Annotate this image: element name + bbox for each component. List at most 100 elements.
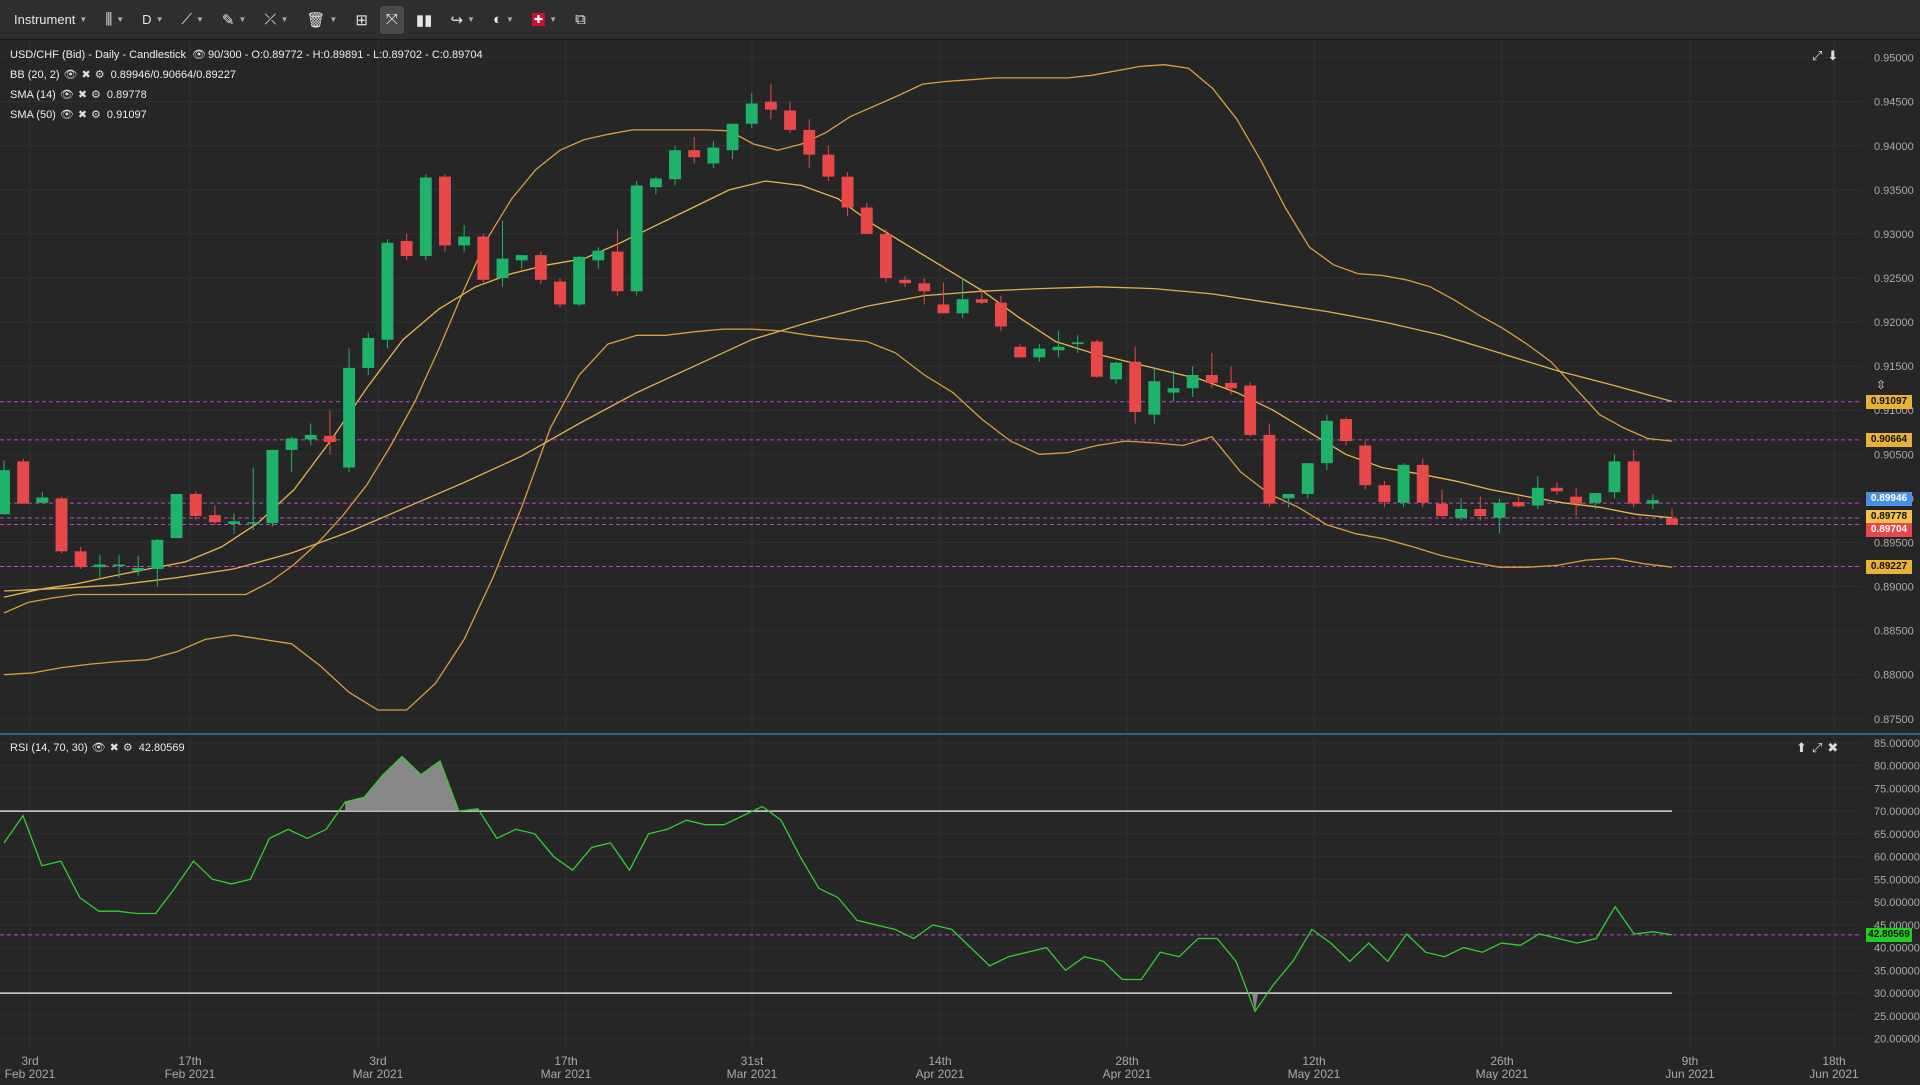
price-axis-tick: 0.88000 — [1874, 670, 1914, 682]
shapes-tool-button[interactable]: ⤫ ▼ — [258, 6, 294, 34]
candle-body — [1014, 346, 1027, 358]
rsi-axis-tick: 65.00000 — [1874, 829, 1920, 841]
candle-body — [918, 283, 931, 292]
fullscreen-button[interactable]: ⤧ — [379, 5, 404, 34]
gear-icon[interactable]: ⚙ — [94, 69, 105, 81]
resize-icon[interactable]: ⤢ — [1811, 740, 1823, 755]
arrow-up-icon[interactable]: ⬆ — [1796, 740, 1807, 755]
candle-body — [1205, 374, 1218, 383]
x-axis-month-label: May 2021 — [1476, 1067, 1529, 1080]
candle-body — [1320, 420, 1333, 464]
close-icon[interactable]: ✖ — [77, 89, 88, 101]
rsi-value-tag: 42.80569 — [1866, 927, 1912, 942]
scroll-to-price-icon[interactable]: ⇳ — [1876, 378, 1887, 392]
eye-icon[interactable]: 👁︎ — [91, 742, 106, 754]
chart-type-button[interactable]: ⫼ ▼ — [99, 6, 130, 34]
rsi-axis-tick: 80.00000 — [1874, 761, 1920, 773]
candle-body — [1052, 346, 1065, 351]
candle-body — [899, 279, 912, 284]
candle-body — [1455, 508, 1468, 518]
sma50-legend-name: SMA (50) — [10, 108, 56, 121]
candle-body — [1167, 388, 1180, 393]
chevron-down-icon: ▼ — [196, 15, 204, 24]
eye-icon[interactable]: 👁︎ — [59, 109, 74, 121]
x-axis-month-label: Mar 2021 — [727, 1067, 778, 1080]
timeframe-button[interactable]: D ▼ — [136, 6, 169, 34]
eye-icon[interactable]: 👁︎ — [59, 89, 74, 101]
instrument-menu-button[interactable]: Instrument ▼ — [8, 6, 93, 34]
close-icon[interactable]: ✖ — [109, 742, 119, 754]
indicators-button[interactable]: ▮▮ — [410, 6, 439, 34]
price-tag-sma50: 0.91097 — [1866, 394, 1912, 409]
close-icon[interactable]: ✖ — [81, 69, 91, 81]
price-tag-close: 0.89704 — [1866, 523, 1912, 538]
candle-body — [496, 258, 509, 279]
candle-body — [74, 551, 87, 568]
candle-body — [1071, 342, 1084, 345]
candle-body — [1301, 463, 1314, 494]
candle-body — [1282, 493, 1295, 499]
rsi-line — [3, 755, 1673, 1013]
candle-body — [1186, 374, 1199, 389]
candle-body — [208, 515, 221, 523]
share-arrow-icon: ↪ — [450, 11, 464, 29]
ohlc-readout: 90/300 - O:0.89772 - H:0.89891 - L:0.897… — [208, 48, 483, 61]
gear-icon[interactable]: ⚙ — [91, 89, 101, 101]
candle-body — [1033, 348, 1046, 358]
eye-icon[interactable]: 👁︎ — [63, 69, 78, 81]
rsi-legend-value: 42.80569 — [138, 741, 185, 754]
gear-icon[interactable]: ⚙ — [122, 742, 133, 754]
chevron-down-icon: ▼ — [549, 15, 558, 24]
candle-body — [1090, 341, 1103, 377]
price-axis-tick: 0.91500 — [1874, 361, 1914, 373]
pencil-tool-button[interactable]: ✎ ▼ — [216, 6, 253, 34]
rsi-overbought-fill — [345, 756, 478, 812]
resize-icon[interactable]: ⤢ — [1812, 48, 1823, 63]
candle-body — [228, 521, 241, 524]
candle-body — [55, 498, 68, 552]
price-tag-bb-upper: 0.89946 — [1866, 492, 1912, 507]
theme-button[interactable]: ◐ ▼ — [487, 6, 520, 34]
eye-icon[interactable]: 👁︎ — [192, 49, 206, 61]
x-axis-month-label: Mar 2021 — [353, 1067, 404, 1080]
x-axis-month-label: Mar 2021 — [541, 1067, 592, 1080]
gear-icon[interactable]: ⚙ — [91, 109, 101, 121]
rsi-axis-tick: 40.00000 — [1874, 943, 1920, 955]
layout-button[interactable]: ⊞ — [349, 6, 374, 34]
close-icon[interactable]: ✖ — [77, 109, 88, 121]
candle-body — [573, 256, 586, 305]
x-axis-month-label: Apr 2021 — [1103, 1067, 1152, 1080]
candle-body — [1263, 434, 1276, 504]
sma50-line — [3, 286, 1673, 592]
arrow-down-icon[interactable]: ⬇ — [1827, 48, 1839, 63]
chart-area[interactable]: 3rd Feb 2021 17th Feb 2021 3rd Mar 2021 17th Ma… — [0, 40, 1920, 1081]
language-button[interactable]: ✚ ▼ — [526, 6, 563, 34]
x-axis-month-label: Jun 2021 — [1665, 1067, 1715, 1080]
candle-body — [707, 147, 720, 164]
candle-body — [937, 304, 950, 314]
price-tag-bb-lower: 0.89227 — [1866, 559, 1912, 574]
popout-window-icon: ⧉ — [575, 11, 586, 28]
candle-body — [1570, 496, 1583, 504]
candle-body — [995, 302, 1007, 327]
price-axis-tick: 0.93000 — [1874, 229, 1914, 241]
candle-body — [669, 150, 681, 180]
price-axis-tick: 0.92500 — [1874, 273, 1914, 285]
sma14-legend-name: SMA (14) — [10, 88, 56, 101]
close-icon[interactable]: ✖ — [1827, 740, 1839, 755]
delete-tool-button[interactable]: 🗑︎ ▼ — [300, 6, 343, 34]
chevron-down-icon: ▼ — [116, 15, 125, 24]
candle-body — [764, 101, 777, 110]
trash-icon: 🗑︎ — [306, 11, 326, 29]
share-button[interactable]: ↪ ▼ — [444, 6, 481, 34]
candle-body — [649, 178, 662, 188]
price-axis-tick: 0.89000 — [1874, 582, 1914, 594]
trend-line-tool-button[interactable]: ⟋ ▼ — [175, 6, 209, 34]
price-axis-tick: 0.92000 — [1874, 317, 1914, 329]
x-axis-day-label: 9th — [1682, 1054, 1699, 1068]
price-tag-sma14: 0.89778 — [1866, 509, 1912, 524]
popout-button[interactable]: ⧉ — [569, 6, 592, 34]
x-axis-day-label: 14th — [928, 1054, 951, 1068]
candle-body — [822, 154, 835, 177]
